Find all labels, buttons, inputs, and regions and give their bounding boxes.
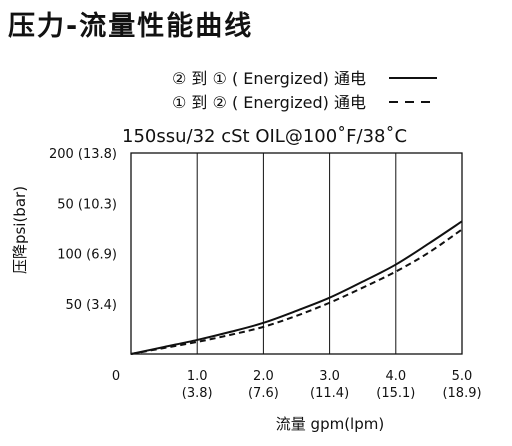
chart-series xyxy=(130,220,463,355)
series-line-1 xyxy=(130,220,463,355)
oil-condition-label: 150ssu/32 cSt OIL@100˚F/38˚C xyxy=(122,126,407,147)
x-tick-label: 2.0 xyxy=(253,369,274,384)
y-tick-label: 50 (3.4) xyxy=(66,298,118,313)
y-tick-label: 100 (6.9) xyxy=(57,248,117,263)
page-title: 压力-流量性能曲线 xyxy=(8,11,254,42)
x-tick-sublabel: (18.9) xyxy=(442,386,481,401)
y-tick-label: 200 (13.8) xyxy=(49,147,117,162)
x-tick-sublabel: (3.8) xyxy=(182,386,213,401)
chart-legend: ② 到 ① ( Energized) 通电 ① 到 ② ( Energized) … xyxy=(172,69,437,112)
legend-label-1: ② 到 ① ( Energized) 通电 xyxy=(172,69,366,88)
x-tick-label: 5.0 xyxy=(452,369,473,384)
series-line-2 xyxy=(130,228,463,355)
x-tick-label: 4.0 xyxy=(385,369,406,384)
x-tick-label-zero: 0 xyxy=(112,369,120,384)
x-tick-sublabel: (7.6) xyxy=(248,386,279,401)
plot-area-frame xyxy=(130,152,463,355)
y-axis-label: 压降psi(bar) xyxy=(11,186,29,274)
x-tick-label: 3.0 xyxy=(319,369,340,384)
chart-grid xyxy=(196,153,397,354)
y-tick-label: 50 (10.3) xyxy=(57,197,117,212)
x-tick-sublabel: (15.1) xyxy=(376,386,415,401)
chart-ticks: 0 1.0 (3.8) 2.0 (7.6) 3.0 (11.4) 4.0 (15.1) 5.0 (1… xyxy=(49,147,482,401)
x-tick-label: 1.0 xyxy=(187,369,208,384)
x-tick-sublabel: (11.4) xyxy=(310,386,349,401)
legend-label-2: ① 到 ② ( Energized) 通电 xyxy=(172,93,366,112)
x-axis-label: 流量 gpm(lpm) xyxy=(276,415,384,433)
